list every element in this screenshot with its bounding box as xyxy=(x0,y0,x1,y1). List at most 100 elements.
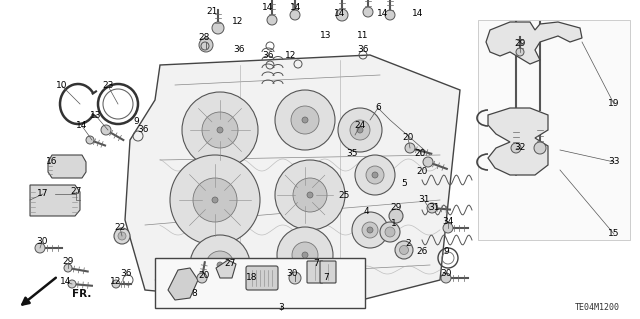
Circle shape xyxy=(193,178,237,222)
Text: 24: 24 xyxy=(355,122,365,130)
Circle shape xyxy=(267,15,277,25)
Text: 27: 27 xyxy=(224,259,236,269)
Circle shape xyxy=(511,143,521,153)
FancyBboxPatch shape xyxy=(307,261,323,283)
Circle shape xyxy=(199,38,213,52)
Text: 19: 19 xyxy=(608,100,620,108)
Text: 14: 14 xyxy=(76,122,88,130)
Polygon shape xyxy=(125,55,460,308)
Text: 8: 8 xyxy=(191,290,197,299)
Text: 34: 34 xyxy=(442,218,454,226)
Circle shape xyxy=(355,155,395,195)
Circle shape xyxy=(516,48,524,56)
Text: 20: 20 xyxy=(403,133,413,143)
Circle shape xyxy=(182,92,258,168)
Circle shape xyxy=(170,155,260,245)
Circle shape xyxy=(362,222,378,238)
Circle shape xyxy=(423,157,433,167)
Text: 4: 4 xyxy=(363,207,369,217)
Circle shape xyxy=(35,243,45,253)
Text: 7: 7 xyxy=(313,259,319,269)
Circle shape xyxy=(292,242,318,268)
Text: 29: 29 xyxy=(515,40,525,48)
Text: 12: 12 xyxy=(110,278,122,286)
Circle shape xyxy=(441,273,451,283)
Circle shape xyxy=(212,197,218,203)
Circle shape xyxy=(336,9,348,21)
Circle shape xyxy=(385,227,395,237)
Text: 2: 2 xyxy=(405,240,411,249)
Text: 36: 36 xyxy=(120,270,132,278)
Text: 5: 5 xyxy=(401,180,407,189)
Text: 15: 15 xyxy=(608,229,620,239)
Text: 14: 14 xyxy=(60,278,72,286)
Text: 25: 25 xyxy=(339,191,349,201)
Text: 29: 29 xyxy=(62,257,74,266)
Polygon shape xyxy=(488,108,548,175)
Circle shape xyxy=(202,112,238,148)
Circle shape xyxy=(307,192,313,198)
Circle shape xyxy=(275,90,335,150)
Text: 21: 21 xyxy=(206,8,218,17)
Circle shape xyxy=(363,7,373,17)
Polygon shape xyxy=(216,260,236,278)
Circle shape xyxy=(367,227,373,233)
Circle shape xyxy=(293,178,327,212)
Circle shape xyxy=(357,127,363,133)
Text: 36: 36 xyxy=(357,46,369,55)
Circle shape xyxy=(291,106,319,134)
Bar xyxy=(155,258,365,308)
Circle shape xyxy=(302,252,308,258)
Text: 29: 29 xyxy=(390,204,402,212)
Text: 30: 30 xyxy=(440,270,452,278)
Text: 35: 35 xyxy=(346,150,358,159)
Text: 14: 14 xyxy=(412,10,424,19)
Text: 36: 36 xyxy=(233,46,244,55)
Text: 11: 11 xyxy=(357,32,369,41)
Text: 20: 20 xyxy=(414,150,426,159)
Circle shape xyxy=(217,127,223,133)
Circle shape xyxy=(366,166,384,184)
Text: 7: 7 xyxy=(323,273,329,283)
Polygon shape xyxy=(486,22,582,64)
Text: 14: 14 xyxy=(291,4,301,12)
Text: 13: 13 xyxy=(320,32,332,41)
Text: 23: 23 xyxy=(102,81,114,91)
Circle shape xyxy=(64,264,72,272)
Polygon shape xyxy=(168,268,198,300)
Text: 14: 14 xyxy=(378,10,388,19)
Text: 31: 31 xyxy=(428,204,440,212)
Text: 3: 3 xyxy=(278,303,284,313)
Circle shape xyxy=(405,143,415,153)
Circle shape xyxy=(212,22,224,34)
Text: 14: 14 xyxy=(262,4,274,12)
Text: 33: 33 xyxy=(608,158,620,167)
Text: 14: 14 xyxy=(334,10,346,19)
Polygon shape xyxy=(48,155,86,178)
FancyBboxPatch shape xyxy=(320,261,336,283)
Text: 12: 12 xyxy=(285,51,297,61)
Text: 13: 13 xyxy=(90,112,102,121)
Circle shape xyxy=(443,223,453,233)
Circle shape xyxy=(302,117,308,123)
Text: 9: 9 xyxy=(133,117,139,127)
Text: 6: 6 xyxy=(375,103,381,113)
Circle shape xyxy=(352,212,388,248)
Circle shape xyxy=(389,209,403,223)
Circle shape xyxy=(385,10,395,20)
Text: 22: 22 xyxy=(115,224,125,233)
Text: 36: 36 xyxy=(137,125,148,135)
Circle shape xyxy=(118,232,126,240)
Text: FR.: FR. xyxy=(72,289,92,299)
Text: 20: 20 xyxy=(198,271,210,280)
Text: TE04M1200: TE04M1200 xyxy=(575,303,620,312)
Text: 12: 12 xyxy=(232,18,244,26)
Circle shape xyxy=(372,172,378,178)
Circle shape xyxy=(289,272,301,284)
Text: 9: 9 xyxy=(443,248,449,256)
Circle shape xyxy=(112,280,120,288)
Circle shape xyxy=(427,203,437,213)
Text: 17: 17 xyxy=(37,189,49,198)
Circle shape xyxy=(114,228,130,244)
Text: 20: 20 xyxy=(416,167,428,176)
